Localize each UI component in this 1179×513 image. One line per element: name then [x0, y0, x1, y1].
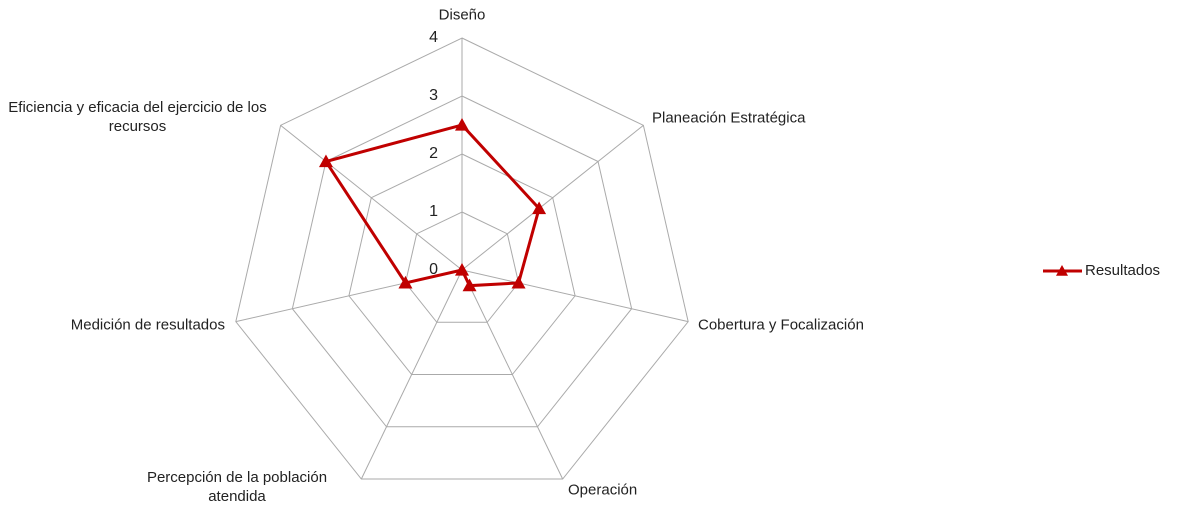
- spoke: [280, 124, 463, 271]
- category-label: Planeación Estratégica: [652, 109, 806, 127]
- marker: [455, 118, 469, 131]
- spoke: [461, 269, 564, 480]
- marker: [511, 275, 526, 289]
- marker: [455, 263, 469, 276]
- grid-ring: [348, 153, 576, 376]
- spoke: [360, 269, 463, 480]
- series-line: [323, 123, 541, 288]
- category-label: Cobertura y Focalización: [698, 316, 864, 334]
- marker: [318, 154, 333, 168]
- spoke: [461, 124, 644, 271]
- tick-label: 1: [429, 203, 438, 220]
- tick-label: 2: [429, 145, 438, 162]
- category-label: Eficiencia y eficacia del ejercicio de l…: [8, 99, 267, 135]
- grid-ring: [235, 37, 689, 480]
- category-label: Operación: [568, 481, 638, 499]
- marker: [532, 201, 547, 215]
- legend-marker: [1056, 265, 1068, 276]
- category-label: Medición de resultados: [70, 316, 225, 334]
- tick-label: 0: [429, 261, 438, 278]
- legend-label: Resultados: [1085, 262, 1160, 279]
- grid-ring: [291, 95, 633, 428]
- spoke: [461, 269, 689, 323]
- marker: [398, 275, 413, 289]
- grid-ring: [404, 211, 520, 323]
- tick-label: 4: [429, 29, 438, 46]
- category-label: Percepción de la población atendida: [146, 469, 328, 505]
- marker: [462, 278, 477, 292]
- tick-label: 3: [429, 87, 438, 104]
- category-label: Diseño: [438, 6, 486, 24]
